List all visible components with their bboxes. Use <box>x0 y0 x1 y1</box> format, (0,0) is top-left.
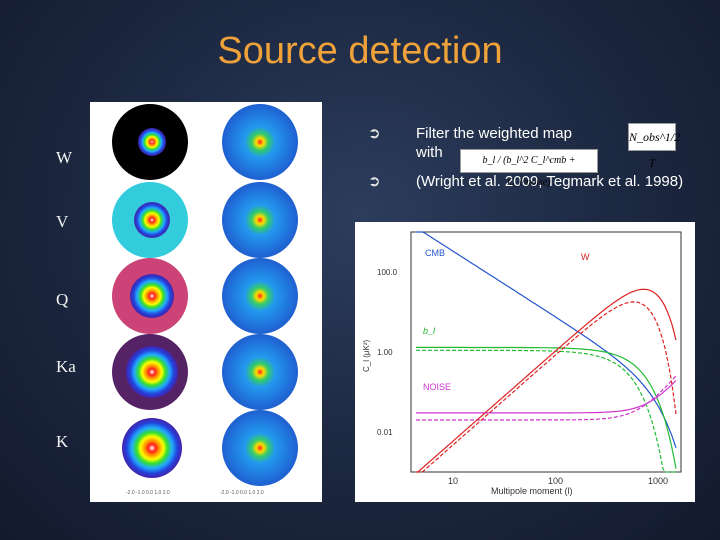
source-maps-svg: -2.0 -1.0 0.0 1.0 2.0 -2.0 -1.0 0.0 1.0 … <box>112 104 298 496</box>
band-label-q: Q <box>56 290 69 309</box>
chart-svg: 10 100 1000 100.0 1.00 0.01 CMB b_l NOISE W M… <box>362 231 682 496</box>
contour-map-source <box>130 274 174 318</box>
band-label-w: W <box>56 148 73 167</box>
series-label-cmb: CMB <box>425 248 445 258</box>
series-label-bl: b_l <box>423 326 436 336</box>
x-tick-label: 100 <box>548 476 563 486</box>
intensity-map <box>222 182 298 258</box>
bullet-text: Filter the weighted map <box>416 125 572 142</box>
contour-map-source <box>126 346 178 398</box>
formula-filter: b_l / (b_l^2 C_l^cmb + C_l^noise) <box>460 149 598 188</box>
intensity-map <box>222 104 298 180</box>
slide-title: Source detection <box>217 30 503 72</box>
x-tick-label: 10 <box>448 476 458 486</box>
band-label-v: V <box>56 212 69 231</box>
intensity-map <box>222 258 298 334</box>
plot-frame <box>410 231 682 473</box>
y-axis-label: C_l (μK²) <box>362 340 371 373</box>
contour-map-source <box>138 128 166 156</box>
contour-map-source <box>122 418 182 478</box>
arrow-bullet-icon: ➲ <box>368 173 381 190</box>
right-axis-ticks: -2.0 -1.0 0.0 1.0 2.0 <box>220 490 264 496</box>
band-label-ka: Ka <box>56 357 76 376</box>
x-tick-label: 1000 <box>648 476 668 486</box>
bullet-text: (Wright et al. 2009, Tegmark et al. 1998… <box>416 173 684 190</box>
series-line-cmb <box>416 231 677 448</box>
series-line-noise <box>416 380 677 414</box>
arrow-bullet-icon: ➲ <box>368 125 381 142</box>
left-axis-ticks: -2.0 -1.0 0.0 1.0 2.0 <box>126 490 170 496</box>
series-line-noise-dashed <box>416 375 677 421</box>
series-label-w: W <box>581 252 590 262</box>
y-tick-label: 1.00 <box>377 348 393 357</box>
y-tick-label: 100.0 <box>377 268 398 277</box>
series-label-noise: NOISE <box>423 382 451 392</box>
y-tick-label: 0.01 <box>377 428 393 437</box>
series-line-w <box>415 288 677 473</box>
formula-weight: N_obs^1/2 T <box>628 123 680 170</box>
source-maps-figure: -2.0 -1.0 0.0 1.0 2.0 -2.0 -1.0 0.0 1.0 … <box>90 102 322 502</box>
intensity-map <box>222 334 298 410</box>
x-axis-label: Multipole moment (l) <box>491 486 573 496</box>
power-spectrum-chart: 10 100 1000 100.0 1.00 0.01 CMB b_l NOISE W M… <box>355 222 695 502</box>
series-line-bl-dashed <box>416 349 676 473</box>
series-line-w-dashed <box>416 301 677 473</box>
bullet-text-line2: with <box>416 144 443 161</box>
intensity-map <box>222 410 298 486</box>
band-label-k: K <box>56 432 69 451</box>
series-line-bl <box>416 346 677 469</box>
contour-map-source <box>134 202 170 238</box>
